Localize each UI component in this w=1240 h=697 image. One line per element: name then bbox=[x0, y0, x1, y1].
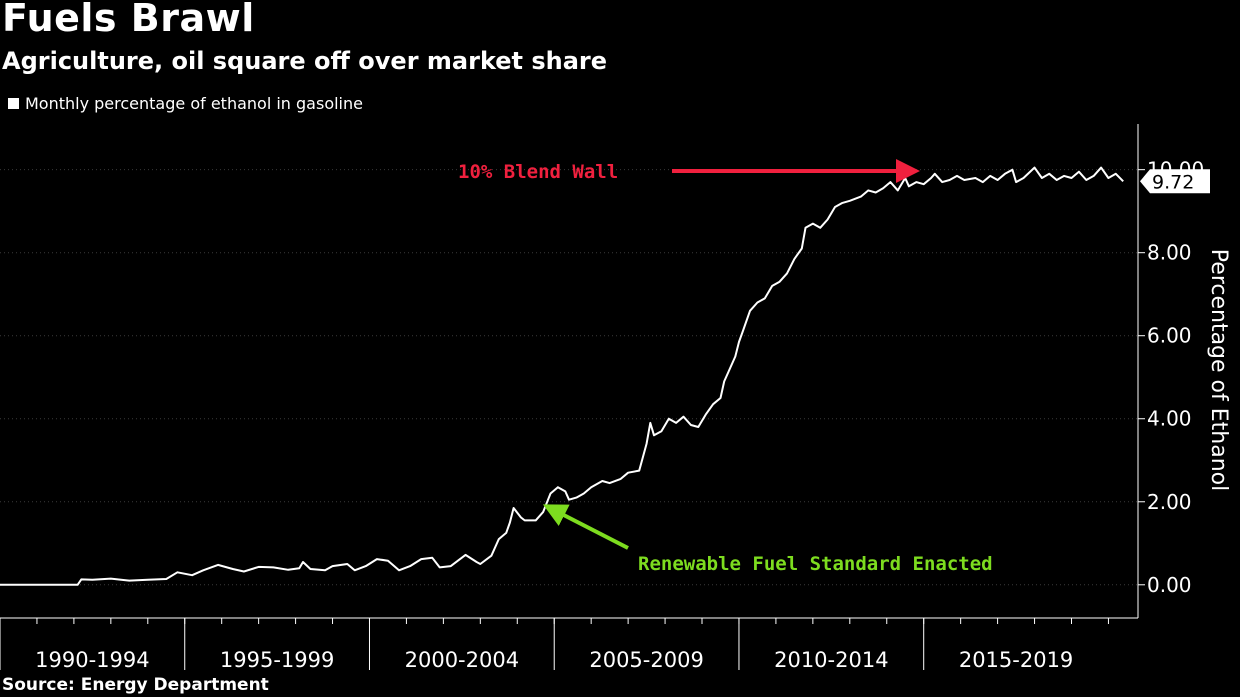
annotation-blend-wall-text: 10% Blend Wall bbox=[458, 161, 618, 183]
last-value-badge-shape bbox=[1140, 169, 1210, 194]
legend-swatch bbox=[8, 98, 19, 109]
annotation-rfs: Renewable Fuel Standard Enacted bbox=[542, 504, 993, 575]
annotation-rfs-text: Renewable Fuel Standard Enacted bbox=[638, 553, 993, 575]
gridlines bbox=[0, 169, 1138, 586]
y-tick-label: 4.00 bbox=[1147, 407, 1192, 431]
annotation-blend-wall: 10% Blend Wall bbox=[458, 159, 920, 183]
y-tick-label: 6.00 bbox=[1147, 324, 1192, 348]
y-tick-label: 0.00 bbox=[1147, 573, 1192, 597]
y-axis-ticks: 0.002.004.006.008.0010.00 bbox=[1138, 158, 1204, 597]
annotation-rfs-arrow bbox=[542, 504, 629, 550]
legend: Monthly percentage of ethanol in gasolin… bbox=[8, 94, 363, 113]
y-tick-label: 2.00 bbox=[1147, 490, 1192, 514]
ethanol-series-line bbox=[0, 166, 1124, 586]
x-category-label: 2010-2014 bbox=[774, 648, 888, 672]
x-category-label: 1990-1994 bbox=[35, 648, 149, 672]
y-axis-label: Percentage of Ethanol bbox=[1206, 249, 1231, 491]
axes bbox=[0, 124, 1139, 619]
last-value-badge: 9.72 bbox=[1140, 169, 1210, 194]
last-value-label: 9.72 bbox=[1152, 171, 1194, 193]
x-axis-categories: 1990-1994 1995-1999 2000-2004 2005-2009 2010… bbox=[0, 618, 1109, 672]
x-category-label: 2005-2009 bbox=[589, 648, 703, 672]
chart-subtitle: Agriculture, oil square off over market … bbox=[2, 47, 608, 75]
y-tick-label: 8.00 bbox=[1147, 241, 1192, 265]
x-category-label: 1995-1999 bbox=[220, 648, 334, 672]
chart-title: Fuels Brawl bbox=[2, 0, 255, 40]
x-category-label: 2000-2004 bbox=[405, 648, 519, 672]
x-category-label: 2015-2019 bbox=[959, 648, 1073, 672]
legend-label: Monthly percentage of ethanol in gasolin… bbox=[25, 94, 363, 113]
source-note: Source: Energy Department bbox=[2, 675, 269, 695]
